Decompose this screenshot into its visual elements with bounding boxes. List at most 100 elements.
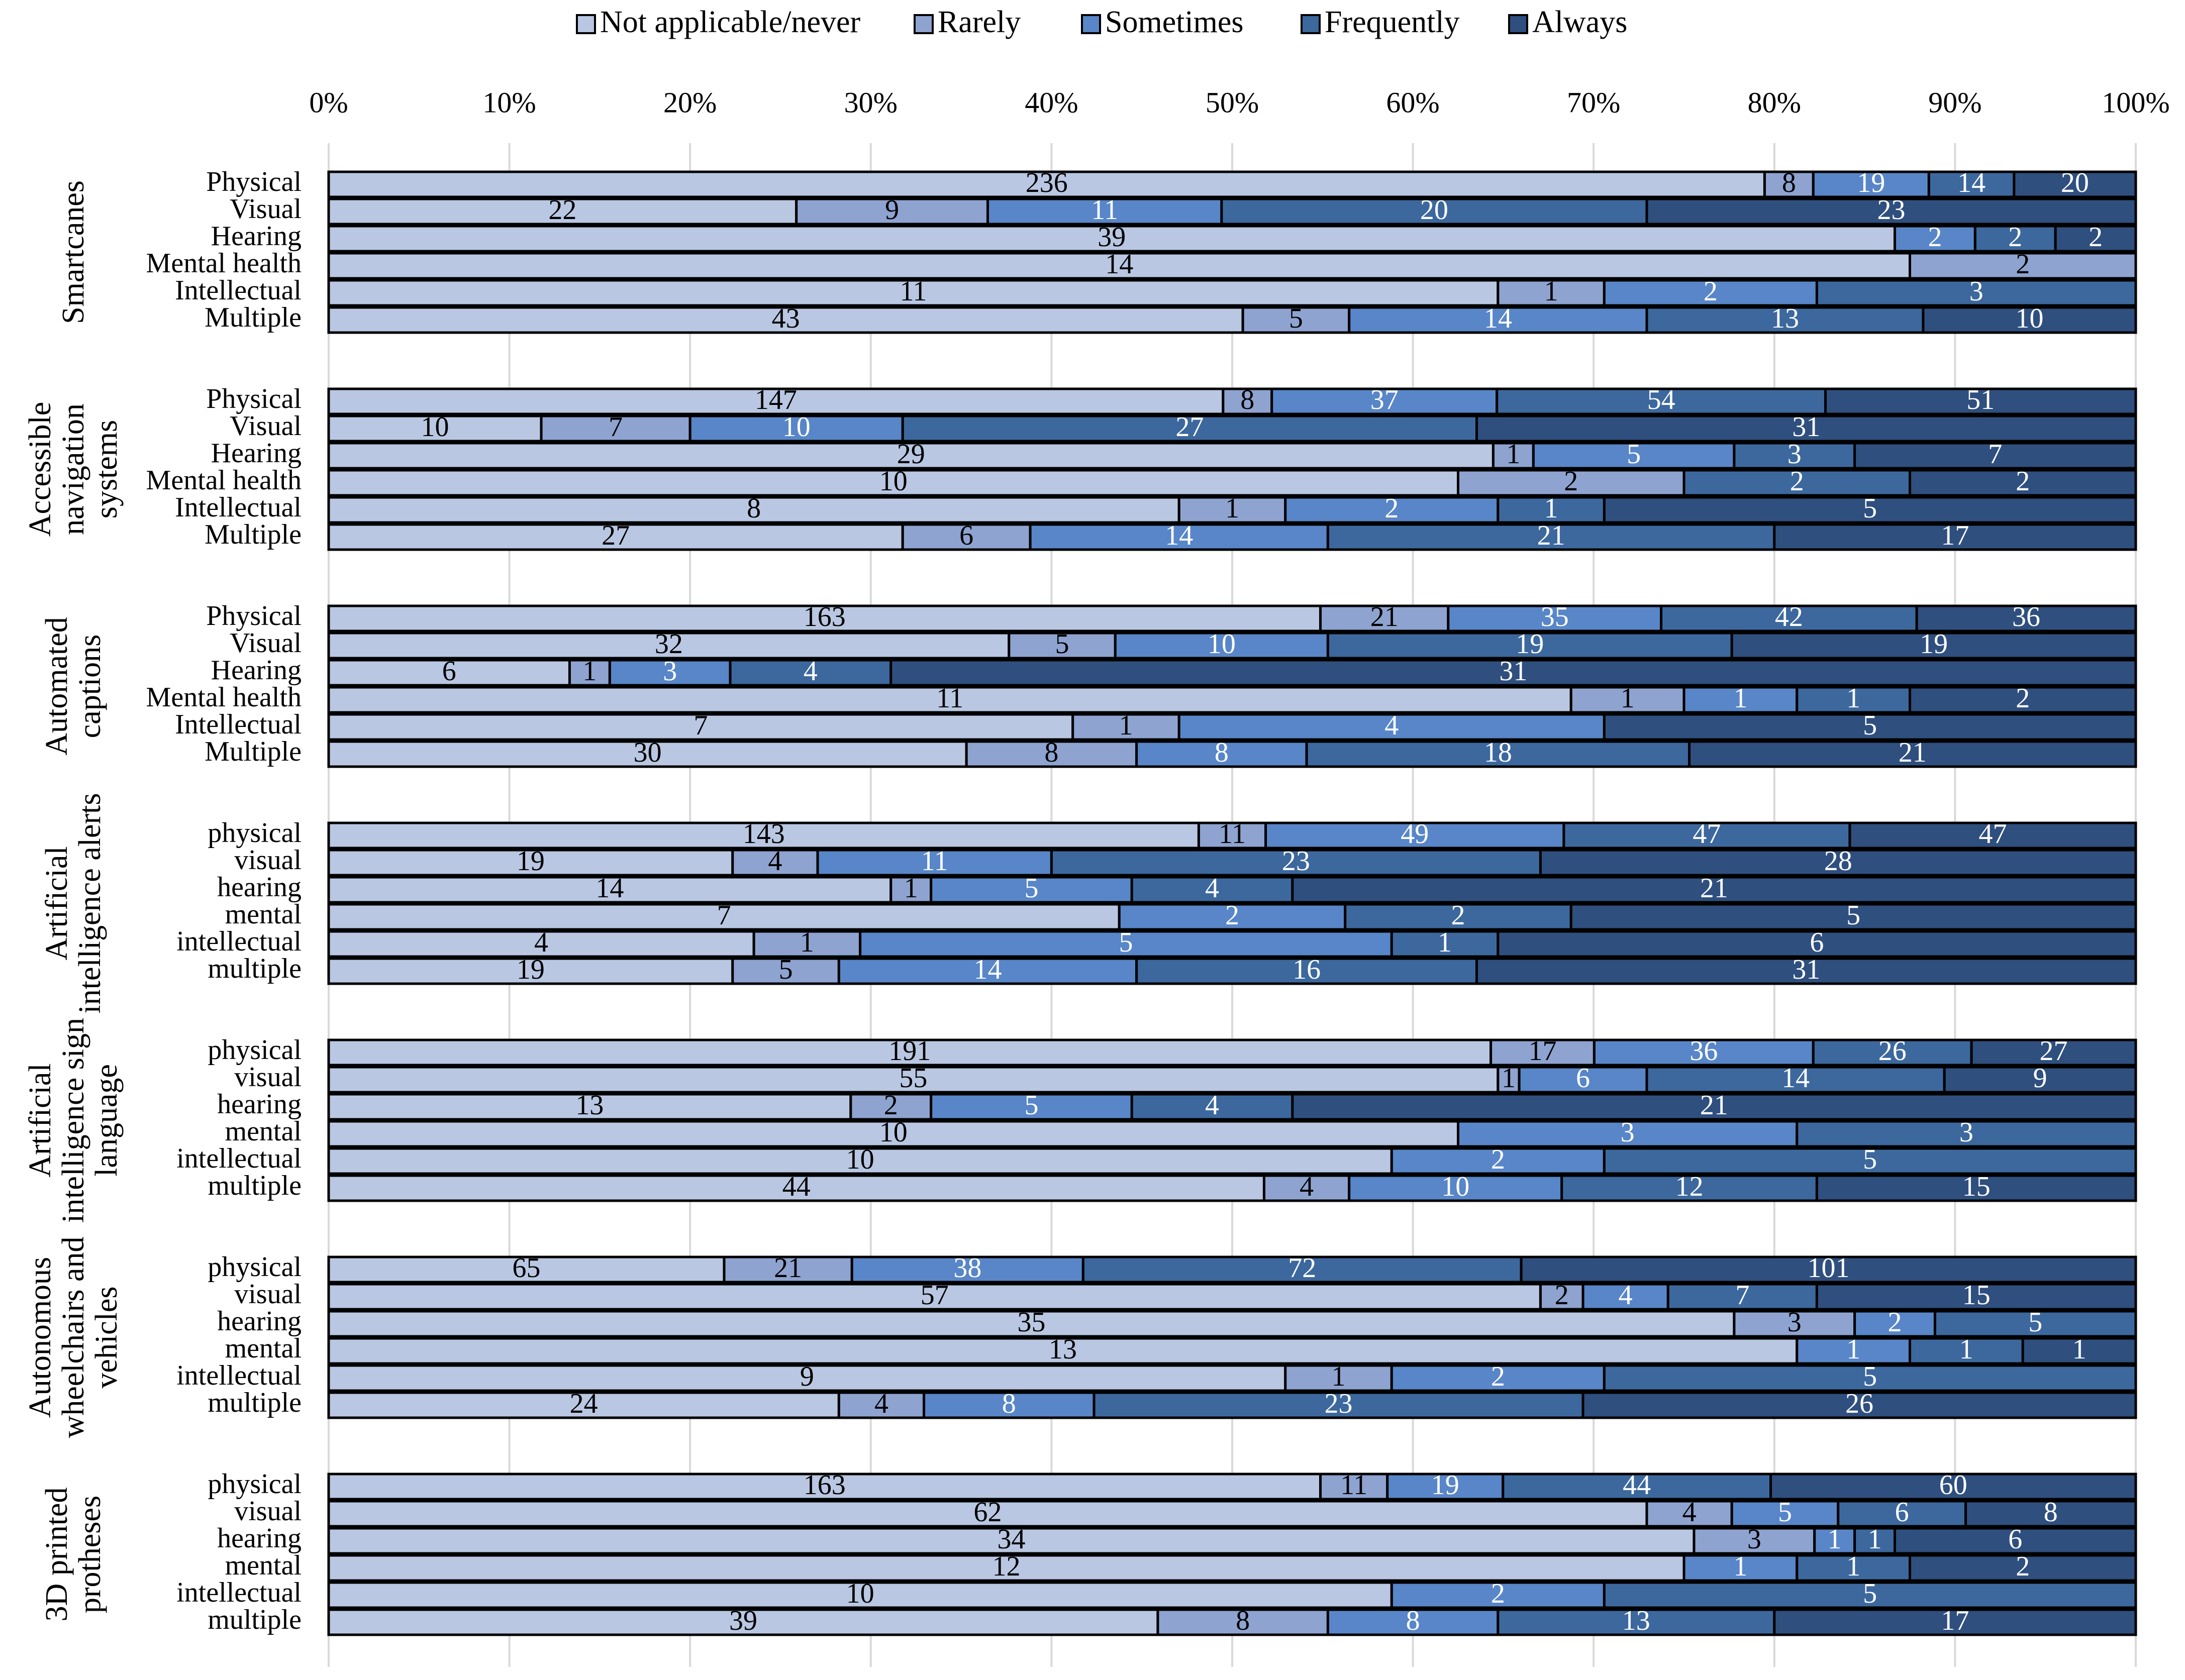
bar-segment-always	[1603, 713, 2137, 741]
bar-segment-always	[1291, 876, 2137, 904]
data-label: 5	[2028, 1307, 2042, 1338]
data-label: 10	[2015, 303, 2043, 334]
bar-segment-frequently	[1603, 1364, 2137, 1392]
data-label: 1	[1868, 1524, 1882, 1555]
bar-segment-not-applicable-never	[327, 1337, 1799, 1365]
data-label: 14	[1105, 249, 1133, 280]
row-label: Multiple	[205, 519, 302, 550]
bar-segment-not-applicable-never	[327, 1174, 1265, 1202]
data-label: 1	[1119, 710, 1133, 741]
x-tick-label: 30%	[844, 86, 898, 119]
row-label: multiple	[208, 1604, 302, 1635]
data-label: 143	[743, 818, 785, 850]
row-label: Intellectual	[175, 275, 302, 306]
data-label: 19	[1920, 628, 1948, 660]
data-label: 8	[1002, 1388, 1016, 1419]
data-label: 43	[772, 303, 800, 334]
row-label: visual	[234, 1496, 302, 1527]
data-label: 21	[1700, 873, 1728, 904]
data-label: 3	[1787, 439, 1802, 470]
data-label: 27	[1175, 411, 1204, 443]
row-label: Mental health	[146, 248, 302, 279]
row-label: Mental health	[146, 465, 302, 496]
data-label: 10	[1441, 1171, 1469, 1202]
data-label: 8	[1406, 1605, 1420, 1636]
data-label: 44	[782, 1171, 811, 1202]
data-label: 8	[1240, 384, 1254, 415]
x-tick-label: 20%	[663, 86, 717, 119]
data-label: 5	[1863, 710, 1877, 741]
data-label: 4	[768, 846, 782, 877]
bar-segment-rarely	[723, 1255, 853, 1284]
data-label: 35	[1541, 601, 1569, 633]
bar-segment-not-applicable-never	[327, 1066, 1500, 1094]
bar-segment-frequently	[1837, 1500, 1967, 1528]
data-label: 13	[1622, 1605, 1650, 1636]
bar-segment-not-applicable-never	[327, 1120, 1459, 1148]
data-label: 2	[1225, 900, 1239, 931]
bar-segment-frequently	[1815, 279, 2137, 307]
data-label: 3	[663, 656, 677, 687]
data-label: 65	[513, 1252, 541, 1284]
bar-segment-sometimes	[1284, 496, 1500, 524]
row-label: hearing	[217, 1306, 302, 1337]
bar-segment-not-applicable-never	[327, 876, 892, 904]
group-title: intelligence sign	[56, 1018, 90, 1223]
data-label: 13	[575, 1090, 604, 1121]
data-label: 47	[1693, 818, 1721, 850]
bar-segment-sometimes	[930, 1093, 1133, 1121]
bar-segment-frequently	[1682, 469, 1911, 497]
data-label: 14	[1957, 167, 1985, 198]
row-label: hearing	[217, 1089, 302, 1120]
bar-segment-not-applicable-never	[327, 252, 1911, 280]
bar-segment-frequently	[1390, 930, 1500, 958]
group-title: captions	[73, 635, 107, 739]
data-label: 14	[1781, 1063, 1810, 1094]
data-label: 2	[1564, 466, 1578, 497]
bar-segment-not-applicable-never	[327, 632, 1011, 660]
data-label: 28	[1824, 846, 1852, 877]
bar-segment-always	[1964, 1500, 2137, 1528]
data-label: 11	[900, 276, 927, 307]
group-title: language	[89, 1064, 124, 1177]
bar-segment-always	[1853, 442, 2137, 470]
data-label: 4	[1384, 710, 1399, 741]
bar-segment-frequently	[1130, 1093, 1294, 1121]
data-label: 29	[897, 439, 925, 470]
group-title: protheses	[73, 1496, 107, 1613]
data-label: 4	[804, 656, 818, 687]
bar-segment-sometimes	[1532, 442, 1736, 470]
bar-segment-not-applicable-never	[327, 1255, 726, 1284]
data-label: 10	[1208, 628, 1236, 660]
data-label: 6	[1895, 1497, 1909, 1528]
data-label: 37	[1370, 384, 1399, 415]
bar-segment-sometimes	[1603, 279, 1818, 307]
row-label: Hearing	[211, 221, 302, 252]
bar-segment-frequently	[1496, 387, 1827, 415]
row-label: Physical	[206, 600, 302, 632]
group-title: intelligence alerts	[73, 793, 107, 1014]
data-label: 15	[1962, 1171, 1991, 1202]
bar-segment-sometimes	[1348, 306, 1648, 334]
bar-segment-rarely	[1693, 1527, 1816, 1555]
bar-segment-sometimes	[608, 659, 732, 687]
data-label: 191	[888, 1035, 931, 1067]
data-label: 34	[997, 1524, 1025, 1555]
data-label: 21	[1537, 520, 1565, 551]
bar-segment-frequently	[1092, 1391, 1584, 1419]
legend-label: Not applicable/never	[600, 5, 861, 39]
data-label: 8	[1044, 737, 1058, 768]
bar-segment-frequently	[1973, 225, 2057, 253]
data-label: 20	[1420, 194, 1448, 226]
x-tick-label: 0%	[309, 86, 348, 119]
row-label: Visual	[230, 410, 302, 442]
bar-segment-always	[1909, 1554, 2137, 1582]
data-label: 44	[1623, 1469, 1651, 1501]
row-label: physical	[208, 817, 302, 849]
group-title: Automated	[40, 617, 74, 756]
bar-segment-always	[1943, 1066, 2137, 1094]
data-label: 147	[755, 384, 797, 415]
data-label: 4	[874, 1388, 888, 1419]
data-label: 2	[1790, 466, 1804, 497]
